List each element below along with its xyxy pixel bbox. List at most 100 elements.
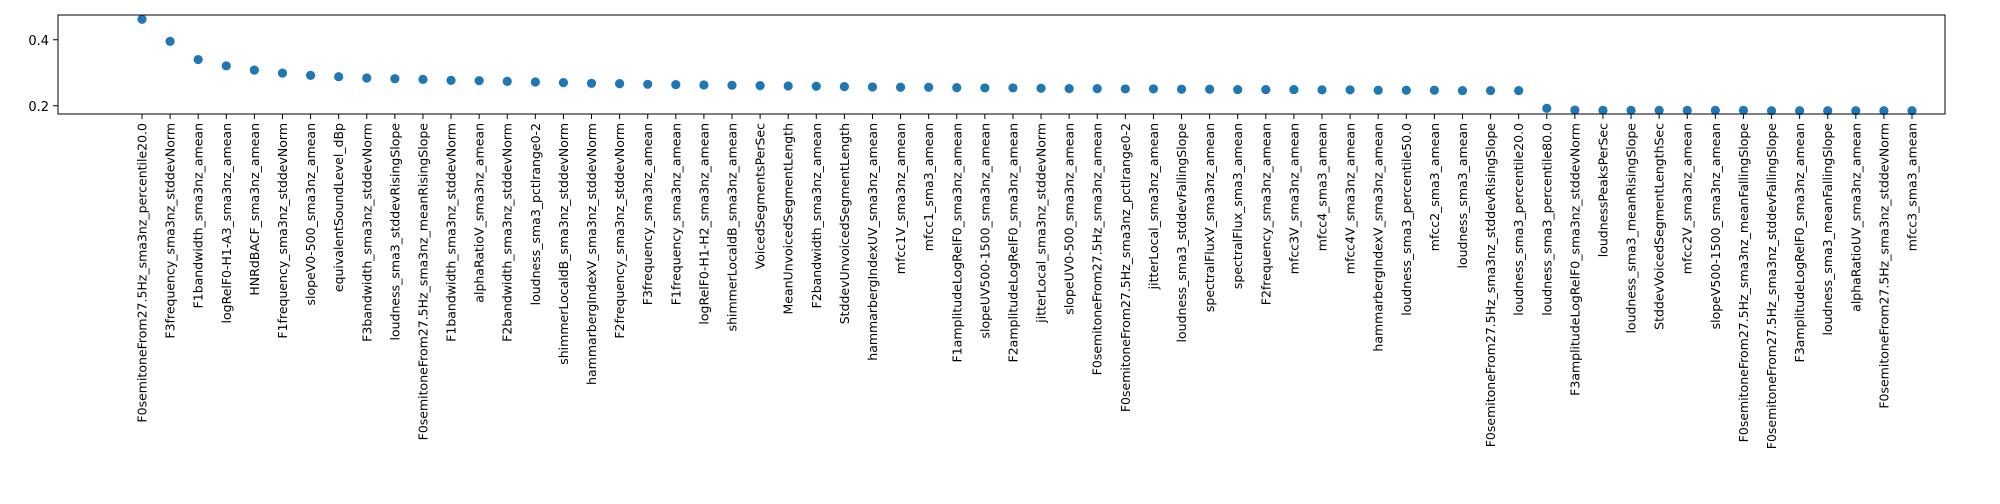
y-tick-label: 0.4 [28,34,49,49]
data-point [221,61,231,71]
x-tick-label: loudness_sma3_pctlrange0-2 [528,123,543,305]
x-tick-label: loudness_sma3_stddevFallingSlope [1174,123,1189,343]
x-tick-label: F0semitoneFrom27.5Hz_sma3nz_amean [1090,123,1105,375]
y-tick-label: 0.2 [28,100,49,115]
data-point [1317,85,1327,95]
x-tick-label: jitterLocal_sma3nz_amean [1146,123,1161,290]
data-point [502,76,512,86]
x-tick-label: mfcc3V_sma3nz_amean [1286,123,1301,274]
x-tick-label: F1bandwidth_sma3nz_amean [191,123,206,308]
data-point [1373,85,1383,95]
x-tick-label: mfcc3_sma3_amean [1905,123,1920,251]
data-point [249,65,259,75]
x-tick-label: loudness_sma3_percentile20.0 [1511,123,1526,316]
x-tick-label: StddevVoicedSegmentLengthSec [1652,123,1667,330]
data-point [1401,85,1411,95]
data-point [839,82,849,92]
data-point [1626,105,1636,115]
x-tick-label: equivalentSoundLevel_dBp [331,123,346,292]
x-tick-label: F3frequency_sma3nz_amean [640,123,655,305]
x-tick-label: F2frequency_sma3nz_amean [1258,123,1273,305]
x-tick-label: mfcc4V_sma3nz_amean [1343,123,1358,274]
data-point [1710,105,1720,115]
x-tick-label: spectralFluxV_sma3nz_amean [1202,123,1217,312]
data-point [980,83,990,93]
data-point [530,77,540,87]
data-point [334,72,344,82]
data-point [1598,105,1608,115]
data-point [699,80,709,90]
x-tick-label: loudnessPeaksPerSec [1595,123,1610,257]
x-tick-label: spectralFlux_sma3_amean [1230,123,1245,289]
x-tick-label: F1bandwidth_sma3nz_stddevNorm [444,123,459,342]
data-point [727,80,737,90]
x-tick-label: F1frequency_sma3nz_stddevNorm [275,123,290,339]
x-tick-label: jitterLocal_sma3nz_stddevNorm [1034,123,1049,324]
x-tick-label: F0semitoneFrom27.5Hz_sma3nz_meanRisingSl… [415,123,430,441]
x-tick-label: logRelF0-H1-A3_sma3nz_amean [219,123,234,323]
data-point [165,36,175,47]
x-tick-label: slopeV0-500_sma3nz_amean [303,123,318,306]
data-point [1064,83,1074,94]
x-tick-label: mfcc1V_sma3nz_amean [893,123,908,274]
x-tick-label: F3frequency_sma3nz_stddevNorm [163,123,178,339]
x-tick-label: mfcc2V_sma3nz_amean [1680,123,1695,274]
x-tick-label: alphaRatioUV_sma3nz_amean [1848,123,1863,312]
x-tick-label: StddevUnvoicedSegmentLength [837,123,852,324]
point-layer [137,14,1917,116]
data-point [1345,85,1355,95]
data-point [1514,85,1524,96]
x-tick-label: shimmerLocaldB_sma3nz_stddevNorm [556,123,571,365]
x-tick-label: mfcc1_sma3_amean [921,123,936,251]
data-point [1120,84,1130,94]
data-point [390,74,400,84]
data-point [586,78,597,88]
data-point [1766,106,1777,116]
x-tick-label: F2bandwidth_sma3nz_amean [809,123,824,308]
data-point [755,81,765,91]
x-tick-label: mfcc2_sma3_amean [1427,123,1442,251]
data-point [1570,105,1580,115]
data-point [952,83,962,93]
data-point [1008,83,1018,93]
x-tick-label: mfcc4_sma3_amean [1315,123,1330,251]
x-tick-label: F0semitoneFrom27.5Hz_sma3nz_stddevRising… [1483,123,1498,448]
x-tick-label: F1amplitudeLogRelF0_sma3nz_amean [949,123,964,362]
data-point [193,54,203,65]
data-point [1485,85,1496,96]
data-point [474,76,484,86]
x-tick-label: slopeUV500-1500_sma3nz_amean [977,123,992,339]
data-point [1682,105,1692,115]
x-tick-label: F3bandwidth_sma3nz_stddevNorm [359,123,374,342]
x-tick-label: loudness_sma3_percentile50.0 [1399,123,1414,316]
data-point [1148,84,1159,94]
x-tick-label: loudness_sma3_percentile80.0 [1539,123,1554,316]
data-point [1205,84,1215,94]
x-tick-label: F0semitoneFrom27.5Hz_sma3nz_stddevFallin… [1764,123,1779,450]
x-tick-label: hammarbergIndexUV_sma3nz_amean [865,123,880,361]
data-point [924,82,934,92]
x-tick-label: logRelF0-H1-H2_sma3nz_amean [696,123,711,325]
data-point [418,74,428,84]
data-point [1092,83,1102,94]
data-point [867,82,878,92]
x-tick-label: F1frequency_sma3nz_amean [668,123,683,305]
tick-layer: 0.2 0.4 [28,34,1913,119]
data-point [895,82,906,92]
data-point [1823,106,1833,116]
data-point [671,80,681,90]
x-tick-label: slopeUV0-500_sma3nz_amean [1062,123,1077,315]
data-point [1851,106,1861,116]
x-tick-label: F0semitoneFrom27.5Hz_sma3nz_meanFallingS… [1736,123,1751,443]
x-tick-label: F2amplitudeLogRelF0_sma3nz_amean [1005,123,1020,362]
data-point [137,14,147,24]
x-tick-label: HNRdBACF_sma3nz_amean [247,123,262,296]
data-point [1795,106,1805,116]
data-point [305,70,316,80]
x-tick-label: F2frequency_sma3nz_stddevNorm [612,123,627,339]
x-tick-label: VoicedSegmentsPerSec [753,123,768,270]
data-point [446,75,456,85]
data-point [615,79,625,89]
